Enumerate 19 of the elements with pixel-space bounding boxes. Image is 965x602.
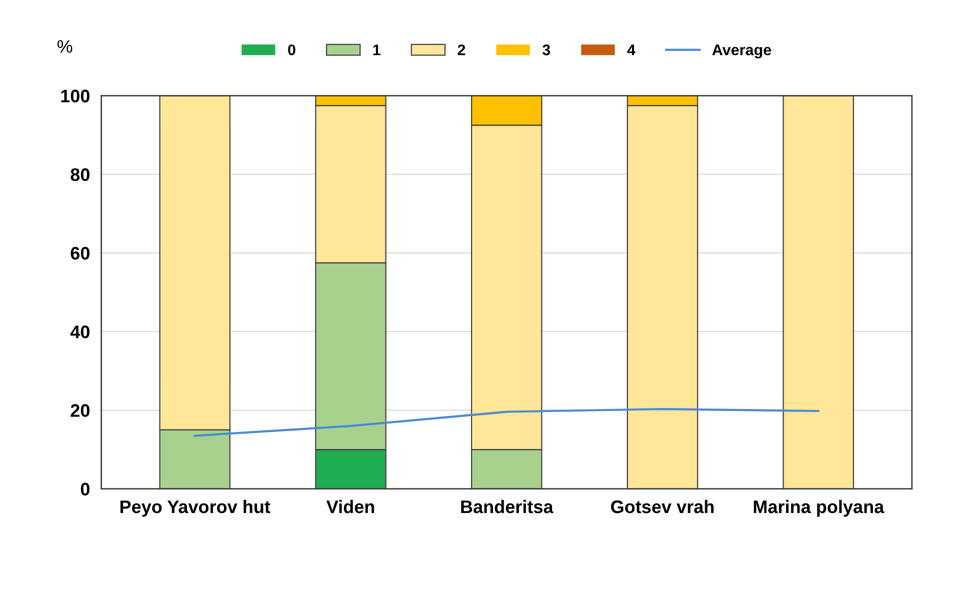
line-series [194, 408, 820, 437]
y-tick-label: 20 [70, 404, 90, 417]
x-tick-label: Viden [326, 500, 374, 514]
legend-label: 1 [373, 44, 380, 56]
y-tick-label: 40 [70, 326, 90, 338]
y-tick-label: 80 [70, 168, 90, 182]
y-tick-label: 100 [61, 90, 90, 102]
legend-label: 3 [542, 44, 550, 56]
legend-label: 0 [288, 44, 296, 56]
y-axis-title: % [57, 40, 72, 53]
y-tick-label: 0 [80, 482, 90, 496]
legend-label: 4 [627, 44, 636, 56]
legend-label: 2 [458, 44, 466, 56]
x-tick-label: Gotsev vrah [611, 500, 714, 514]
legend-label: Average [712, 44, 772, 58]
x-tick-label: Marina polyana [754, 500, 884, 517]
x-tick-label: Banderitsa [461, 500, 554, 514]
x-tick-label: Peyo Yavorov hut [120, 500, 270, 517]
y-tick-label: 60 [70, 246, 90, 260]
